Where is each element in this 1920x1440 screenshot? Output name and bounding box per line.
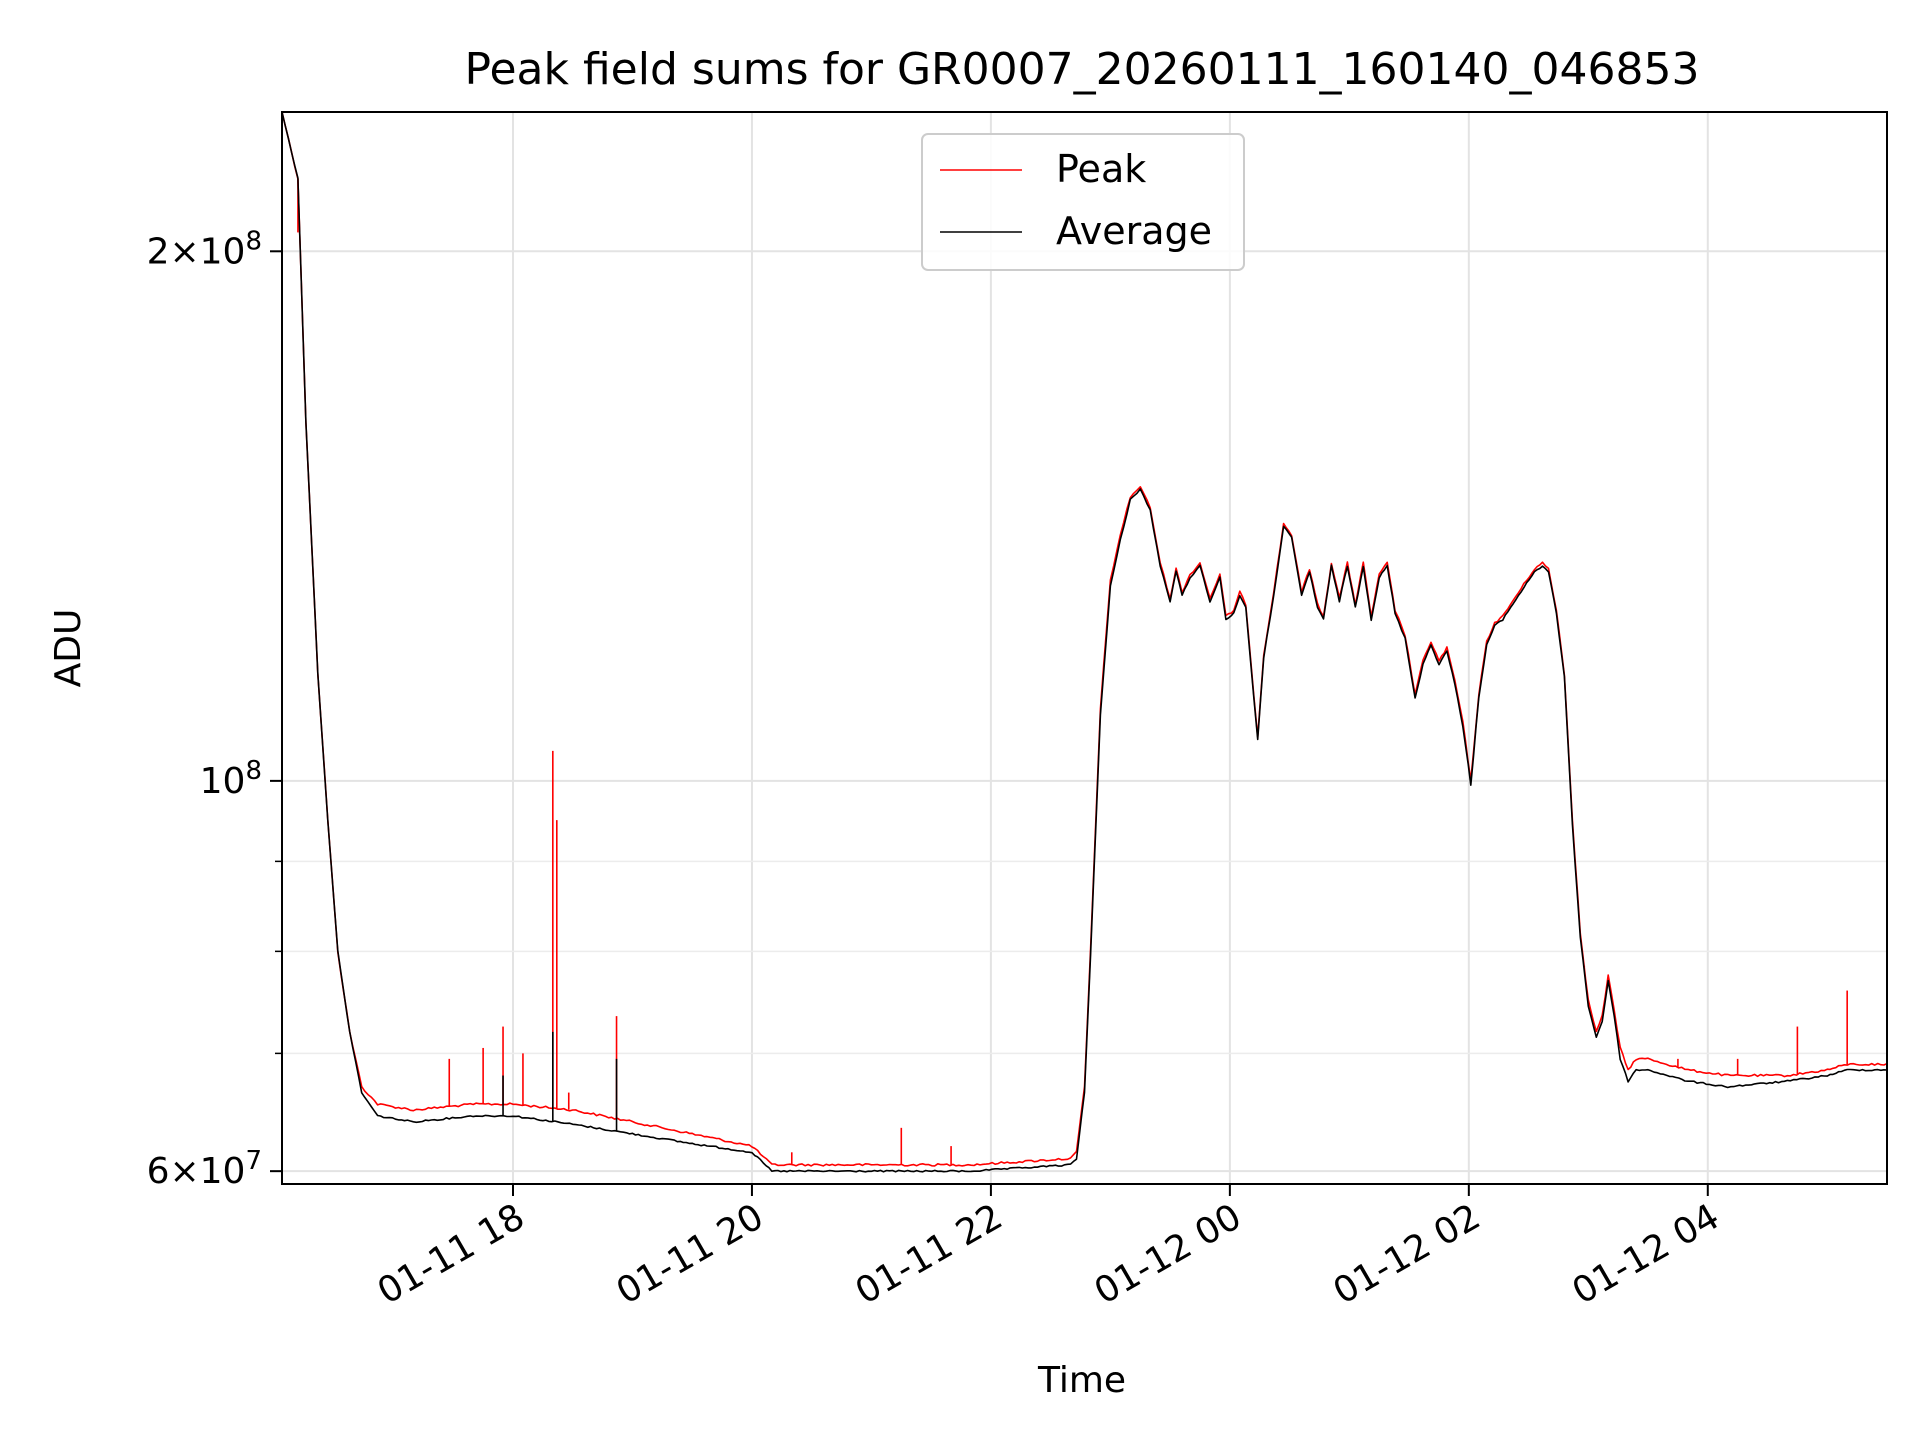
y-axis-label: ADU — [48, 609, 89, 688]
legend-box — [921, 133, 1245, 271]
legend-label-peak: Peak — [1056, 147, 1146, 191]
legend-label-average: Average — [1056, 209, 1212, 253]
y-tick-label-2: 2×108 — [147, 226, 262, 272]
y-axis-ticks: 6×107 108 2×108 — [147, 226, 282, 1192]
chart-title: Peak field sums for GR0007_20260111_1601… — [465, 44, 1700, 95]
series-average — [282, 112, 1887, 1173]
plot-series — [282, 112, 1887, 1173]
legend: Peak Average — [921, 133, 1245, 271]
plot-frame — [281, 111, 1888, 1185]
series-line-average — [282, 112, 1887, 1173]
y-tick-label-0: 6×107 — [147, 1146, 262, 1192]
x-axis-label: Time — [1037, 1360, 1126, 1401]
y-tick-label-1: 108 — [200, 756, 262, 802]
